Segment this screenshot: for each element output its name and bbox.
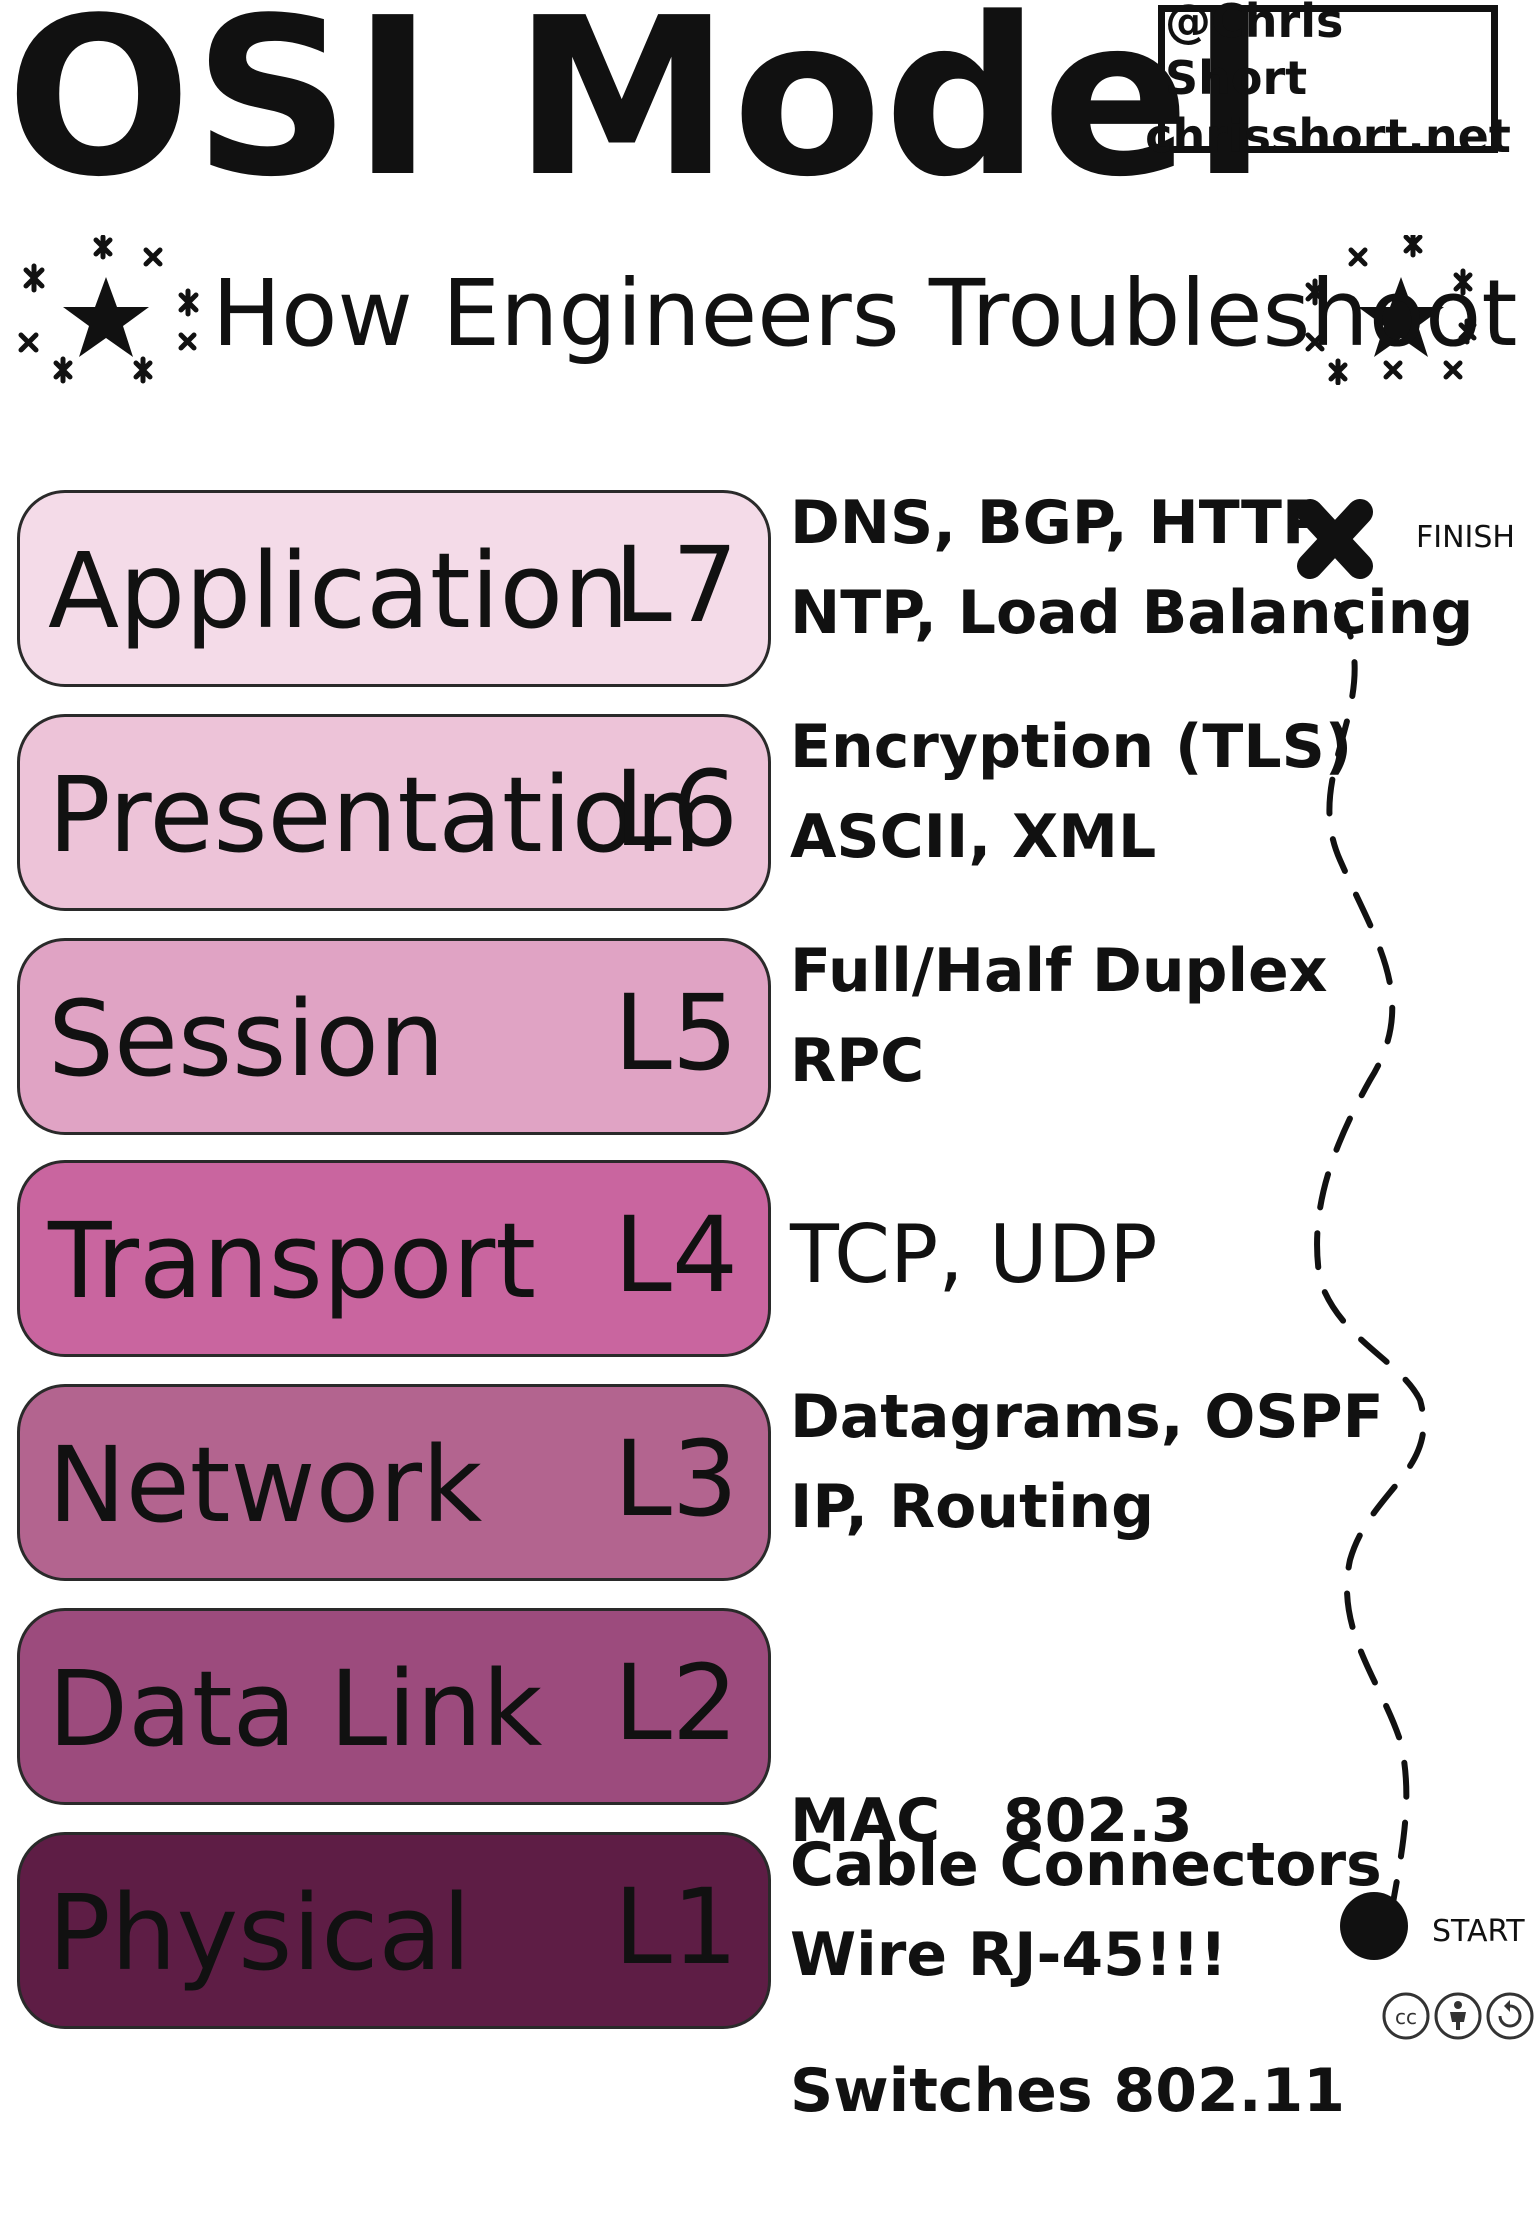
layer-name: Data Link [48,1648,543,1770]
protocol-line: RPC [790,1026,925,1096]
protocol-line: TCP, UDP [790,1208,1158,1301]
protocol-line: DNS, BGP, HTTP [790,488,1326,558]
finish-x-icon [1297,499,1373,579]
protocol-line: ASCII, XML [790,802,1157,872]
layer-number: L3 [613,1418,738,1540]
layer-protocols-session: Full/Half Duplex RPC [790,926,1328,1106]
layer-number: L7 [613,524,738,646]
layer-name: Application [48,530,630,652]
finish-label: FINISH [1416,520,1515,555]
cc-icon: cc [1382,1992,1430,2040]
share-alike-icon [1486,1992,1534,2040]
layer-number: L2 [613,1642,738,1764]
protocol-line: NTP, Load Balancing [790,578,1474,648]
dashed-path-line [1314,602,1427,1923]
layer-number: L1 [613,1866,738,1988]
protocol-line: Encryption (TLS) [790,712,1353,782]
protocol-line: Datagrams, OSPF [790,1382,1384,1452]
layer-name: Presentation [48,754,702,876]
layer-protocols-transport: TCP, UDP [790,1195,1310,1315]
protocol-line: IP, Routing [790,1472,1155,1542]
protocol-line: Full/Half Duplex [790,936,1328,1006]
start-label: START [1432,1914,1525,1949]
subtitle: How Engineers Troubleshoot [212,260,1518,367]
layer-session: Session L5 [17,938,771,1135]
author-credit: @Chris Short chrisshort.net [1145,0,1511,163]
layer-protocols-physical: Cable Connectors Wire RJ-45!!! [790,1820,1382,2000]
star-cluster-left-icon [18,235,199,384]
license-icons: cc [1382,1992,1534,2040]
layer-protocols-network: Datagrams, OSPF IP, Routing [790,1372,1384,1552]
layer-application: Application L7 [17,490,771,687]
protocol-line: Switches 802.11 [790,2056,1345,2126]
layer-number: L6 [613,748,738,870]
layer-protocols-presentation: Encryption (TLS) ASCII, XML [790,702,1353,882]
layer-name: Physical [48,1872,472,1994]
layer-network: Network L3 [17,1384,771,1581]
layer-physical: Physical L1 [17,1832,771,2029]
layer-transport: Transport L4 [17,1160,771,1357]
star-cluster-right-icon [1305,235,1477,385]
attribution-icon [1434,1992,1482,2040]
protocol-line: Cable Connectors [790,1830,1382,1900]
start-dot-icon [1340,1892,1408,1960]
layer-number: L5 [613,972,738,1094]
author-site: chrisshort.net [1145,108,1511,163]
author-handle: @Chris Short [1165,0,1344,106]
svg-text:cc: cc [1395,2005,1417,2029]
layer-number: L4 [613,1194,738,1316]
protocol-line: Wire RJ-45!!! [790,1920,1227,1990]
layer-name: Transport [48,1200,537,1322]
page-title: OSI Model [6,0,1269,225]
troubleshooting-path [1297,499,1427,1960]
protocol-line: MAC 802.3 [790,1786,1193,1856]
layer-data-link: Data Link L2 [17,1608,771,1805]
layer-name: Network [48,1424,483,1546]
layer-presentation: Presentation L6 [17,714,771,911]
layer-protocols-application: DNS, BGP, HTTP NTP, Load Balancing [790,478,1474,658]
layer-name: Session [48,978,445,1100]
